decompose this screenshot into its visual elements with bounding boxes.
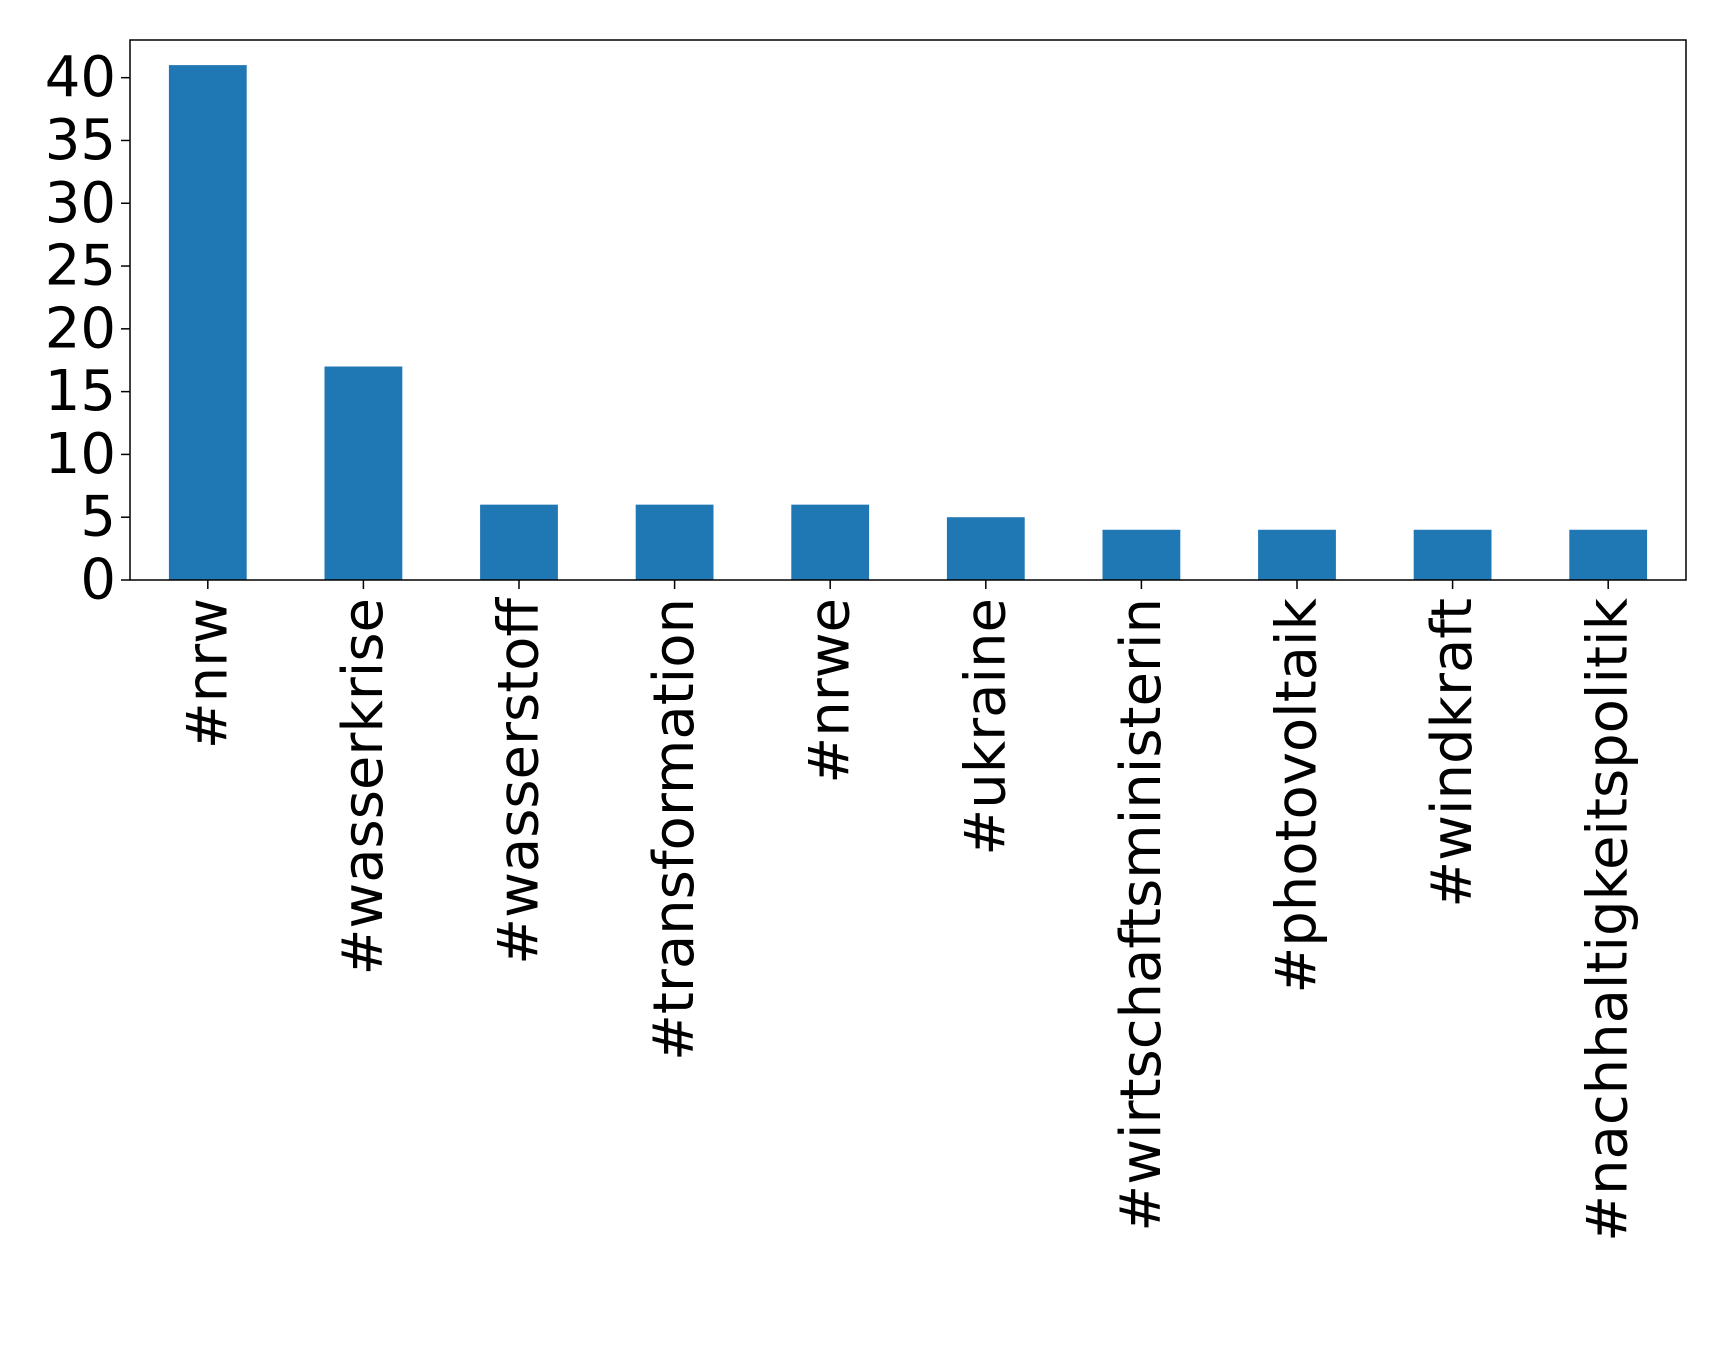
y-tick-label: 30 (45, 171, 116, 236)
y-tick-label: 5 (80, 485, 116, 550)
bar-wasserkrise (324, 366, 403, 580)
bar-transformation (635, 504, 714, 580)
x-tick-label: #photovoltaik (1265, 597, 1330, 993)
bar-nrwe (791, 504, 870, 580)
y-tick-label: 20 (45, 296, 116, 361)
y-tick-label: 40 (45, 45, 116, 110)
bar-nrw (168, 65, 247, 581)
x-tick-label: #windkraft (1420, 598, 1485, 908)
plot-frame (129, 39, 1687, 581)
y-tick-label: 15 (45, 359, 116, 424)
bar-wirtschaftsministerin (1102, 529, 1181, 580)
bar-ukraine (946, 517, 1025, 580)
bar-windkraft (1413, 529, 1492, 580)
bar-wasserstoff (480, 504, 558, 580)
bar-nachhaltigkeitspolitik (1569, 529, 1648, 580)
bars-group (168, 65, 1648, 581)
x-tick-label: #transformation (642, 598, 707, 1061)
x-tick-label: #wasserstoff (487, 597, 552, 965)
x-tick-label: #ukraine (953, 598, 1018, 856)
y-tick-label: 10 (45, 422, 116, 487)
x-tick-label: #nachhaltigkeitspolitik (1576, 597, 1641, 1241)
y-tick-label: 0 (80, 548, 116, 613)
bar-photovoltaik (1258, 529, 1336, 580)
x-tick-label: #nrwe (798, 598, 863, 784)
x-tick-label: #wirtschaftsministerin (1109, 598, 1174, 1232)
y-tick-label: 35 (45, 108, 116, 173)
y-tick-label: 25 (45, 234, 116, 299)
x-axis: #nrw #wasserkrise #wasserstoff #transformat… (175, 580, 1641, 1242)
x-tick-label: #wasserkrise (331, 598, 396, 976)
x-tick-label: #nrw (175, 598, 240, 749)
